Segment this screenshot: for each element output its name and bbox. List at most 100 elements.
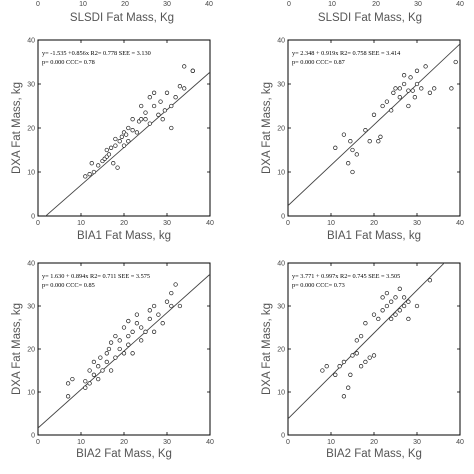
top-strip-tick-label: 20	[372, 1, 380, 8]
y-tick-label: 10	[27, 170, 35, 177]
data-point	[410, 88, 415, 93]
regression-annotation: p= 0.000 CCC= 0.73	[292, 282, 345, 289]
y-tick-label: 30	[27, 82, 35, 89]
y-tick-label: 40	[277, 38, 285, 45]
y-tick-label: 30	[277, 82, 285, 89]
data-point	[348, 139, 353, 144]
data-point	[341, 359, 347, 365]
data-point	[104, 147, 109, 153]
data-point	[139, 338, 144, 343]
x-tick-label: 20	[120, 220, 128, 227]
y-tick-label: 30	[27, 304, 35, 311]
y-axis-label: DXA Fat Mass, kg	[11, 82, 23, 174]
regression-annotation: y= 2.348 + 0.919x R2= 0.758 SEE = 3.414	[292, 50, 401, 57]
data-point	[350, 147, 355, 153]
data-point	[126, 125, 131, 131]
x-axis-label: BIA2 Fat Mass, Kg	[76, 448, 172, 460]
data-point	[354, 152, 359, 157]
x-tick-label: 0	[36, 220, 40, 227]
data-point	[182, 86, 187, 91]
y-tick-label: 0	[31, 214, 35, 221]
data-point	[139, 117, 144, 122]
top-strip-tick-label: 40	[456, 1, 464, 8]
data-point	[367, 355, 372, 360]
data-point	[389, 108, 394, 113]
data-point	[384, 99, 390, 104]
regression-line	[288, 43, 460, 206]
data-point	[91, 169, 97, 175]
data-point	[156, 112, 161, 117]
data-point	[414, 68, 420, 73]
data-point	[134, 130, 140, 135]
x-tick-label: 10	[327, 439, 335, 446]
y-axis-label: DXA Fat Mass, kg	[261, 303, 273, 395]
data-point	[160, 117, 165, 122]
data-point	[384, 290, 390, 296]
data-point	[164, 90, 170, 95]
data-point	[121, 351, 127, 356]
top-strip-tick-label: 30	[414, 1, 422, 8]
data-point	[333, 145, 338, 150]
data-point	[341, 394, 347, 399]
data-point	[117, 346, 122, 352]
data-point	[376, 139, 381, 144]
data-point	[346, 385, 351, 390]
y-tick-label: 40	[277, 261, 285, 268]
data-point	[100, 368, 105, 373]
data-point	[151, 103, 157, 109]
data-point	[87, 172, 92, 177]
data-point	[98, 355, 103, 360]
regression-line	[288, 263, 445, 420]
data-point	[337, 364, 342, 369]
data-point	[354, 351, 359, 356]
data-point	[363, 359, 368, 365]
data-point	[397, 86, 402, 91]
data-point	[104, 359, 109, 365]
data-point	[412, 95, 418, 100]
data-point	[432, 86, 437, 91]
data-point	[111, 161, 116, 166]
data-point	[113, 355, 118, 360]
data-point	[113, 333, 118, 339]
x-axis-label: BIA1 Fat Mass, kg	[77, 230, 171, 242]
data-point	[126, 342, 131, 347]
data-point	[173, 282, 178, 287]
data-point	[89, 161, 94, 166]
data-point	[401, 73, 407, 78]
data-point	[354, 338, 359, 343]
data-point	[350, 169, 355, 175]
data-point	[384, 303, 390, 309]
data-point	[123, 132, 129, 137]
data-point	[371, 112, 377, 117]
data-point	[401, 295, 407, 300]
data-point	[126, 318, 131, 324]
x-tick-label: 10	[77, 220, 85, 227]
data-point	[169, 125, 174, 131]
data-point	[173, 95, 178, 100]
data-point	[324, 364, 329, 369]
regression-annotation: y= 3.771 + 0.997x R2= 0.745 SEE = 3.505	[292, 273, 400, 280]
data-point	[182, 64, 187, 69]
data-point	[156, 312, 161, 317]
regression-annotation: y= -1.535 +0.856x R2= 0.778 SEE = 3.130	[42, 50, 151, 57]
top-strip-tick-label: 20	[121, 1, 129, 8]
x-tick-label: 0	[286, 439, 290, 446]
regression-annotation: p= 0.000 CCC= 0.87	[292, 59, 345, 66]
data-point	[423, 64, 428, 69]
data-point	[83, 385, 88, 390]
data-point	[158, 99, 163, 104]
data-point	[65, 381, 71, 386]
data-point	[363, 128, 368, 133]
data-point	[91, 359, 97, 365]
data-point	[134, 312, 140, 317]
data-point	[147, 308, 152, 313]
data-point	[164, 299, 170, 304]
data-point	[380, 295, 385, 300]
top-strip-tick-label: 10	[79, 1, 87, 8]
data-point	[371, 353, 377, 358]
x-axis-label: BIA2 Fat Mass, Kg	[326, 448, 422, 460]
data-point	[113, 136, 118, 142]
data-point	[143, 329, 148, 334]
x-tick-label: 30	[413, 439, 421, 446]
